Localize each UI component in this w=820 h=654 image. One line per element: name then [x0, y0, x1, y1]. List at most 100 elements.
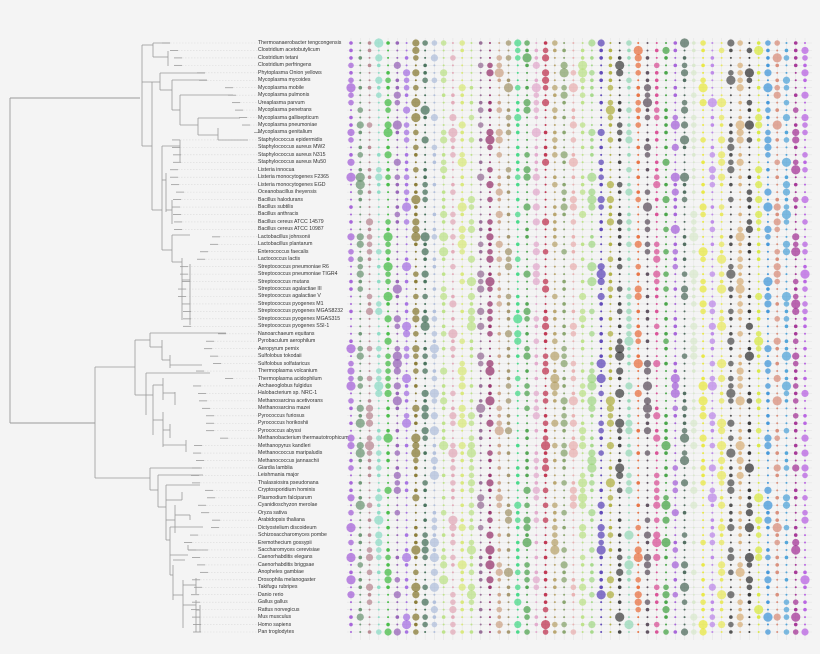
matrix-dot [718, 427, 726, 435]
matrix-dot [532, 218, 540, 226]
matrix-dot [441, 93, 446, 97]
matrix-dot [386, 428, 390, 433]
matrix-dot [600, 496, 603, 499]
matrix-dot [690, 352, 698, 360]
matrix-dot [618, 317, 621, 320]
matrix-dot [459, 375, 465, 382]
matrix-dot [350, 168, 352, 171]
matrix-dot [468, 465, 475, 471]
matrix-dot [618, 206, 621, 209]
matrix-dot [701, 578, 705, 582]
matrix-dot [368, 198, 371, 201]
matrix-dot [377, 593, 380, 596]
matrix-dot [359, 220, 362, 223]
matrix-dot [756, 391, 761, 396]
matrix-dot [403, 353, 410, 359]
species-label: Streptococcus agalactiae V [258, 293, 321, 300]
matrix-dot [387, 593, 390, 596]
matrix-dot [541, 322, 550, 330]
matrix-dot [674, 310, 677, 313]
matrix-dot [748, 608, 751, 611]
matrix-dot [581, 608, 584, 611]
matrix-dot [432, 264, 437, 269]
matrix-dot [387, 519, 390, 522]
matrix-dot [422, 621, 428, 628]
matrix-dot [627, 265, 630, 268]
matrix-dot [506, 317, 511, 321]
matrix-dot [637, 250, 640, 253]
matrix-dot [754, 605, 764, 615]
matrix-dot [572, 302, 575, 305]
matrix-dot [785, 519, 788, 522]
matrix-dot [403, 345, 410, 352]
matrix-dot [441, 630, 446, 634]
matrix-dot [516, 534, 519, 537]
matrix-dot [590, 392, 593, 395]
matrix-dot [552, 524, 558, 531]
matrix-dot [470, 250, 473, 253]
matrix-dot [579, 435, 586, 441]
matrix-dot [569, 195, 577, 204]
matrix-dot [738, 466, 742, 470]
matrix-dot [747, 495, 752, 500]
matrix-dot [618, 168, 621, 171]
matrix-dot [729, 346, 733, 351]
matrix-dot [598, 174, 604, 181]
matrix-dot [665, 377, 668, 380]
matrix-dot [479, 519, 482, 522]
matrix-dot [702, 496, 705, 499]
matrix-dot [542, 47, 549, 54]
matrix-dot [785, 444, 788, 447]
matrix-dot [643, 561, 652, 569]
matrix-dot [793, 93, 798, 97]
matrix-dot [368, 56, 371, 59]
matrix-dot [627, 631, 630, 633]
matrix-dot [701, 563, 705, 567]
matrix-dot [524, 152, 530, 158]
matrix-dot [616, 338, 623, 345]
matrix-dot [711, 86, 714, 89]
matrix-dot [600, 310, 603, 313]
matrix-dot [563, 489, 566, 492]
matrix-dot [572, 407, 575, 410]
matrix-dot [359, 79, 362, 82]
matrix-dot [429, 388, 439, 399]
matrix-dot [470, 273, 473, 276]
matrix-dot [720, 489, 723, 492]
matrix-dot [433, 220, 436, 223]
matrix-dot [691, 137, 697, 143]
matrix-dot [748, 623, 751, 626]
matrix-dot [802, 286, 808, 292]
matrix-dot [627, 71, 630, 74]
matrix-dot [460, 578, 464, 582]
matrix-dot [608, 369, 613, 373]
matrix-dot [479, 474, 482, 477]
matrix-dot [708, 166, 716, 174]
matrix-dot [747, 488, 752, 493]
species-label: Listeria monocytogenes EGD [258, 181, 326, 188]
matrix-dot [587, 381, 597, 391]
species-label: Clostridium perfringens [258, 62, 312, 69]
matrix-dot [470, 79, 473, 82]
matrix-dot [451, 377, 454, 380]
matrix-dot [572, 474, 575, 477]
matrix-dot [579, 308, 586, 315]
matrix-dot [534, 555, 539, 560]
matrix-dot [590, 504, 593, 507]
matrix-dot [356, 240, 364, 248]
matrix-dot [375, 173, 383, 181]
matrix-dot [608, 123, 613, 127]
matrix-dot [507, 198, 510, 201]
matrix-dot [702, 176, 705, 179]
matrix-dot [682, 182, 687, 187]
matrix-dot [590, 288, 593, 291]
matrix-dot [433, 407, 436, 410]
matrix-dot [477, 352, 485, 360]
matrix-dot [782, 494, 791, 502]
matrix-dot [442, 608, 445, 611]
matrix-dot [719, 391, 724, 396]
matrix-dot [792, 196, 799, 203]
matrix-dot [600, 407, 603, 410]
matrix-dot [424, 124, 427, 127]
matrix-dot [414, 563, 417, 566]
